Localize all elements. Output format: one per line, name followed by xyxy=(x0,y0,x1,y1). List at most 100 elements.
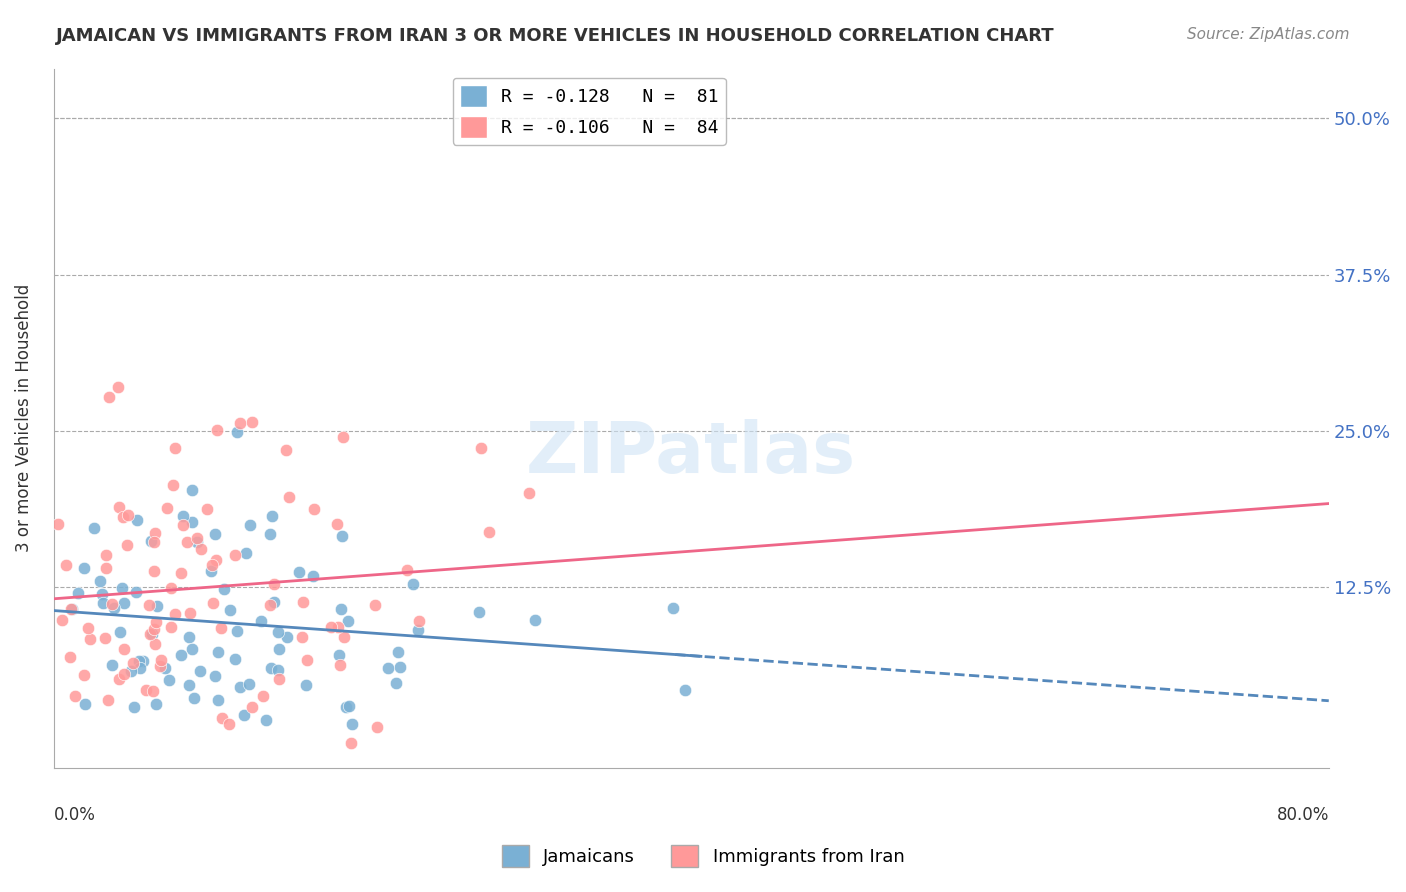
Point xyxy=(93,631,115,645)
Point xyxy=(204,527,226,541)
Point xyxy=(139,626,162,640)
Point xyxy=(336,614,359,628)
Point xyxy=(224,548,246,562)
Point xyxy=(156,500,179,515)
Point xyxy=(176,535,198,549)
Point xyxy=(117,508,139,522)
Point xyxy=(135,683,157,698)
Point xyxy=(146,599,169,614)
Point xyxy=(328,648,350,662)
Point xyxy=(103,601,125,615)
Point xyxy=(59,650,82,665)
Point xyxy=(269,642,291,657)
Point xyxy=(115,538,138,552)
Point xyxy=(218,717,240,731)
Point xyxy=(59,602,82,616)
Y-axis label: 3 or more Vehicles in Household: 3 or more Vehicles in Household xyxy=(15,284,32,552)
Point xyxy=(219,603,242,617)
Point xyxy=(276,630,298,644)
Point xyxy=(332,529,354,543)
Point xyxy=(79,632,101,647)
Point xyxy=(388,659,411,673)
Point xyxy=(325,516,347,531)
Point xyxy=(128,654,150,668)
Point xyxy=(149,659,172,673)
Point xyxy=(142,564,165,578)
Point xyxy=(207,423,229,437)
Point xyxy=(100,597,122,611)
Point xyxy=(517,486,540,500)
Point xyxy=(101,658,124,673)
Point xyxy=(110,624,132,639)
Point xyxy=(200,564,222,578)
Point xyxy=(225,425,247,439)
Point xyxy=(142,684,165,698)
Point xyxy=(229,680,252,694)
Point xyxy=(46,517,69,532)
Point xyxy=(51,613,73,627)
Point xyxy=(83,521,105,535)
Point xyxy=(145,697,167,711)
Point xyxy=(329,602,352,616)
Point xyxy=(55,558,77,572)
Point xyxy=(288,565,311,579)
Point xyxy=(254,713,277,727)
Point xyxy=(160,620,183,634)
Point xyxy=(111,581,134,595)
Point xyxy=(291,595,314,609)
Point xyxy=(267,624,290,639)
Point xyxy=(183,690,205,705)
Point xyxy=(145,615,167,630)
Point xyxy=(112,642,135,657)
Point xyxy=(340,736,363,750)
Point xyxy=(122,700,145,714)
Point xyxy=(673,683,696,698)
Point xyxy=(335,699,357,714)
Point xyxy=(662,600,685,615)
Text: 0.0%: 0.0% xyxy=(53,806,96,824)
Point xyxy=(232,708,254,723)
Point xyxy=(162,478,184,492)
Point xyxy=(125,584,148,599)
Point xyxy=(319,620,342,634)
Point xyxy=(143,525,166,540)
Point xyxy=(402,577,425,591)
Point xyxy=(207,692,229,706)
Point xyxy=(408,614,430,628)
Point xyxy=(138,599,160,613)
Point xyxy=(329,658,352,673)
Point xyxy=(524,613,547,627)
Point xyxy=(181,483,204,497)
Point xyxy=(132,654,155,668)
Point xyxy=(108,500,131,514)
Point xyxy=(188,665,211,679)
Point xyxy=(297,653,319,667)
Point xyxy=(179,630,201,644)
Point xyxy=(143,637,166,651)
Point xyxy=(470,442,492,456)
Point xyxy=(94,548,117,562)
Point xyxy=(165,607,187,621)
Point xyxy=(204,669,226,683)
Point xyxy=(201,596,224,610)
Point xyxy=(200,558,222,573)
Point xyxy=(211,711,233,725)
Point xyxy=(260,508,283,523)
Point xyxy=(239,518,262,533)
Point xyxy=(249,614,271,628)
Point xyxy=(328,620,350,634)
Point xyxy=(295,678,318,692)
Point xyxy=(60,601,83,615)
Point xyxy=(195,502,218,516)
Point xyxy=(169,648,191,663)
Text: JAMAICAN VS IMMIGRANTS FROM IRAN 3 OR MORE VEHICLES IN HOUSEHOLD CORRELATION CHA: JAMAICAN VS IMMIGRANTS FROM IRAN 3 OR MO… xyxy=(56,27,1054,45)
Point xyxy=(73,561,96,575)
Point xyxy=(73,668,96,682)
Point xyxy=(170,566,193,581)
Point xyxy=(63,689,86,703)
Point xyxy=(207,644,229,658)
Point xyxy=(89,574,111,588)
Text: Source: ZipAtlas.com: Source: ZipAtlas.com xyxy=(1187,27,1350,42)
Text: ZIPatlas: ZIPatlas xyxy=(526,418,856,488)
Point xyxy=(302,568,325,582)
